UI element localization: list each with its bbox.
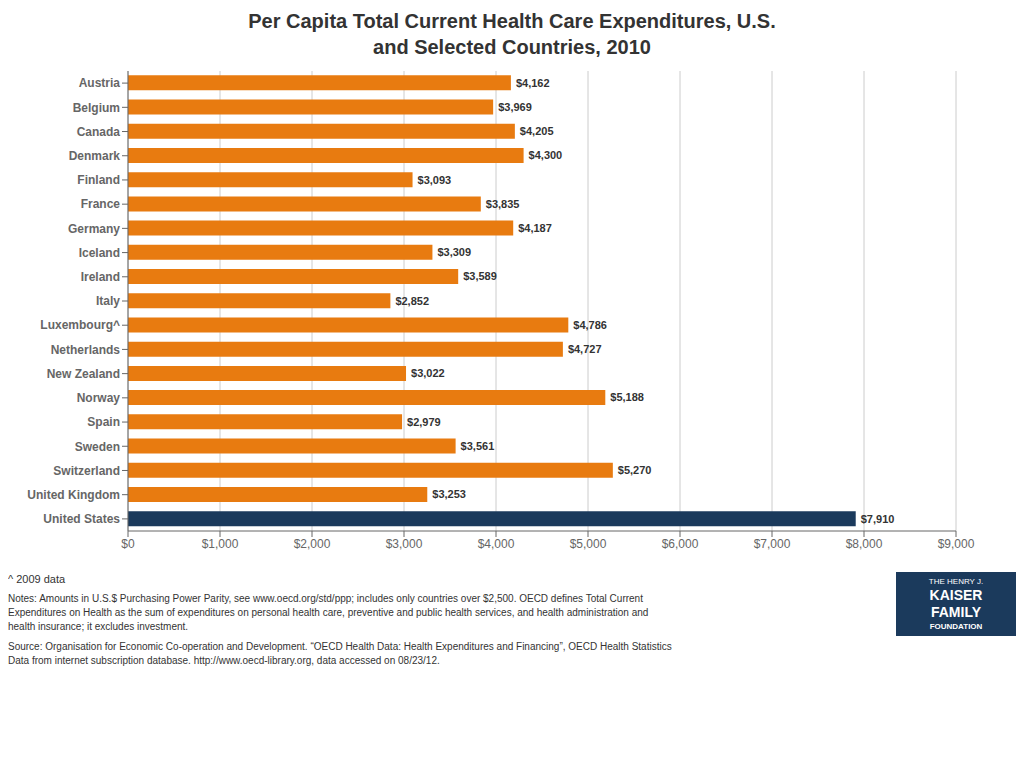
svg-text:Netherlands: Netherlands [51,343,121,357]
html-text:Notes: Amounts in U.S.$ Purcha: Notes: Amounts in U.S.$ Purchasing Power… [8,593,649,632]
svg-text:$0: $0 [121,537,135,551]
svg-text:$7,000: $7,000 [754,537,791,551]
svg-text:$3,589: $3,589 [463,270,497,282]
svg-text:$2,979: $2,979 [407,416,441,428]
svg-text:$3,093: $3,093 [418,174,452,186]
html-text:Source: Organisation for Econo: Source: Organisation for Economic Co-ope… [8,641,672,666]
svg-text:Germany: Germany [68,222,120,236]
html-text:THE HENRY J.: THE HENRY J. [928,577,984,586]
svg-text:Belgium: Belgium [73,101,120,115]
svg-text:Luxembourg^: Luxembourg^ [40,318,120,332]
svg-text:New Zealand: New Zealand [47,367,120,381]
svg-text:$8,000: $8,000 [846,537,883,551]
svg-text:$4,205: $4,205 [520,125,554,137]
svg-text:Finland: Finland [77,173,120,187]
svg-text:$4,727: $4,727 [568,343,602,355]
svg-text:$6,000: $6,000 [662,537,699,551]
svg-text:France: France [81,197,121,211]
svg-text:United Kingdom: United Kingdom [27,488,120,502]
svg-text:Spain: Spain [87,415,120,429]
html-text:FOUNDATION: FOUNDATION [929,622,983,631]
svg-text:$3,561: $3,561 [461,440,495,452]
svg-text:$2,852: $2,852 [395,295,429,307]
svg-text:$7,910: $7,910 [861,513,895,525]
svg-text:Ireland: Ireland [81,270,120,284]
svg-text:$9,000: $9,000 [938,537,975,551]
svg-text:$4,162: $4,162 [516,77,550,89]
html-text:FAMILY: FAMILY [931,604,981,620]
svg-text:$4,000: $4,000 [478,537,515,551]
svg-text:$4,786: $4,786 [573,319,607,331]
svg-text:Norway: Norway [77,391,121,405]
svg-text:$4,300: $4,300 [529,149,563,161]
svg-text:$2,000: $2,000 [294,537,331,551]
svg-text:$4,187: $4,187 [518,222,552,234]
svg-text:Iceland: Iceland [79,246,120,260]
svg-text:Austria: Austria [79,76,121,90]
html-text:KAISER: KAISER [929,587,983,603]
svg-text:$3,309: $3,309 [437,246,471,258]
svg-text:Denmark: Denmark [69,149,121,163]
svg-text:$5,000: $5,000 [570,537,607,551]
html-text:Per Capita Total Current Healt: Per Capita Total Current Health Care Exp… [248,10,776,58]
html-text:^ 2009 data: ^ 2009 data [8,573,66,585]
svg-text:$3,253: $3,253 [432,488,466,500]
svg-text:Canada: Canada [77,125,121,139]
svg-text:United States: United States [43,512,120,526]
svg-text:Sweden: Sweden [75,440,120,454]
svg-text:$3,022: $3,022 [411,367,445,379]
svg-text:Italy: Italy [96,294,120,308]
svg-text:$3,969: $3,969 [498,101,532,113]
svg-text:$1,000: $1,000 [202,537,239,551]
svg-text:Switzerland: Switzerland [53,464,120,478]
svg-text:$3,000: $3,000 [386,537,423,551]
svg-text:$3,835: $3,835 [486,198,520,210]
svg-text:$5,270: $5,270 [618,464,652,476]
svg-text:$5,188: $5,188 [610,391,644,403]
